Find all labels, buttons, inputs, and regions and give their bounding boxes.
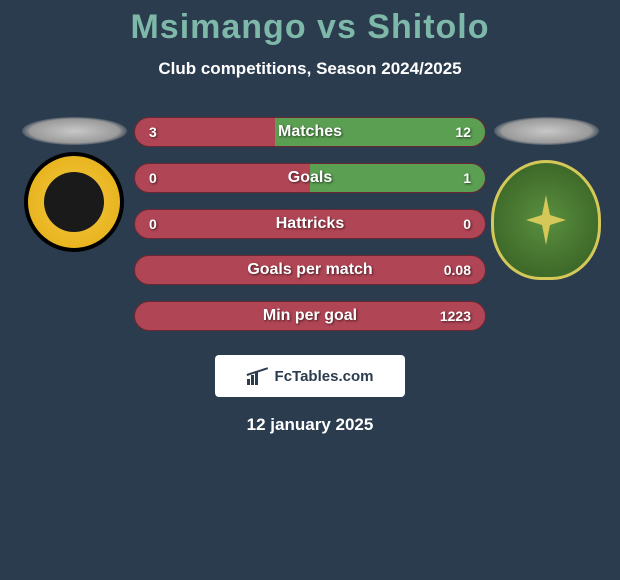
stat-right-value: 0.08 — [444, 262, 471, 278]
golden-arrows-emblem — [526, 195, 566, 245]
stat-label: Goals per match — [247, 261, 372, 279]
stat-bar-goals: 0 Goals 1 — [134, 163, 486, 193]
stat-bar-min-per-goal: Min per goal 1223 — [134, 301, 486, 331]
stat-label: Goals — [288, 169, 332, 187]
branding-box[interactable]: FcTables.com — [215, 355, 405, 397]
stat-bar-hattricks: 0 Hattricks 0 — [134, 209, 486, 239]
stat-right-value: 1223 — [440, 308, 471, 324]
stat-label: Min per goal — [263, 307, 357, 325]
subtitle: Club competitions, Season 2024/2025 — [0, 59, 620, 79]
stat-label: Hattricks — [276, 215, 344, 233]
stat-left-value: 3 — [149, 124, 157, 140]
date-text: 12 january 2025 — [0, 415, 620, 435]
stat-left-value: 0 — [149, 216, 157, 232]
page-title: Msimango vs Shitolo — [0, 8, 620, 47]
club-logo-left — [24, 152, 124, 252]
player-right-column — [486, 117, 606, 280]
club-logo-right — [491, 160, 601, 280]
main-area: 3 Matches 12 0 Goals 1 0 Hattricks 0 Goals per ma… — [0, 117, 620, 331]
player-left-silhouette — [22, 117, 127, 145]
stat-label: Matches — [278, 123, 342, 141]
stat-right-value: 12 — [455, 124, 471, 140]
player-right-silhouette — [494, 117, 599, 145]
player-left-column — [14, 117, 134, 252]
kaizer-chiefs-emblem — [44, 172, 104, 232]
stat-bar-goals-per-match: Goals per match 0.08 — [134, 255, 486, 285]
branding-text: FcTables.com — [275, 368, 374, 385]
comparison-card: Msimango vs Shitolo Club competitions, S… — [0, 0, 620, 435]
stats-column: 3 Matches 12 0 Goals 1 0 Hattricks 0 Goals per ma… — [134, 117, 486, 331]
stat-right-value: 0 — [463, 216, 471, 232]
stat-bar-matches: 3 Matches 12 — [134, 117, 486, 147]
stat-right-value: 1 — [463, 170, 471, 186]
fctables-chart-icon — [247, 367, 269, 385]
stat-left-value: 0 — [149, 170, 157, 186]
